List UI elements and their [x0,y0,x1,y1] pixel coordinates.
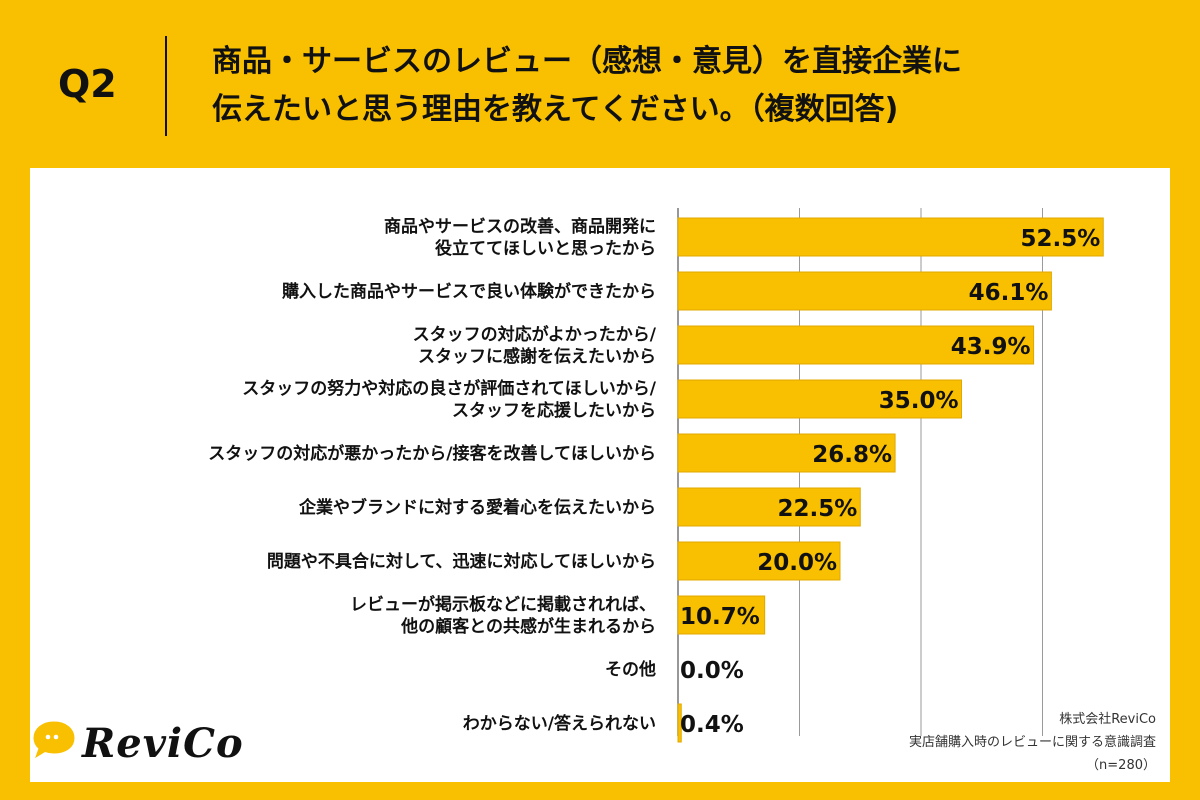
value-label-8: 10.7% [680,604,760,630]
value-label-5: 26.8% [812,442,892,468]
speech-bubble-icon [33,721,75,759]
header-divider [165,36,167,136]
value-label-7: 20.0% [757,550,837,576]
bar-7 [677,541,841,581]
category-label-10-line-1: わからない/答えられない [463,713,656,734]
bar-5 [677,433,896,473]
logo-text: ReviCo [82,720,244,767]
source-survey: 実店舗購入時のレビューに関する意識調査 [908,735,1156,750]
bar-6 [677,487,861,527]
bar-8 [677,595,766,635]
category-label-2-line-1: 購入した商品やサービスで良い体験ができたから [282,281,656,302]
source-note: 株式会社ReviCo 実店舗購入時のレビューに関する意識調査 （n=280） [909,708,1156,777]
bar-1 [677,217,1104,257]
category-label-1-line-1: 商品やサービスの改善、商品開発に [384,216,656,237]
category-label-1-line-2: 役立ててほしいと思ったから [435,238,656,259]
category-label-4-line-2: スタッフを応援したいから [452,400,656,421]
category-label-4-line-1: スタッフの努力や対応の良さが評価されてほしいから/ [242,378,656,399]
category-label-3-line-2: スタッフに感謝を伝えたいから [418,346,656,367]
chart-title: 商品・サービスのレビュー（感想・意見）を直接企業に 伝えたいと思う理由を教えてく… [212,38,962,134]
reviCo-logo: ReviCo [30,718,250,778]
title-line-1: 商品・サービスのレビュー（感想・意見）を直接企業に [212,44,962,79]
value-label-2: 46.1% [969,280,1049,306]
question-label: Q2 [58,62,117,106]
category-label-3-line-1: スタッフの対応がよかったから/ [413,324,657,345]
value-label-10: 0.4% [680,712,744,738]
value-label-4: 35.0% [879,388,959,414]
category-label-6-line-1: 企業やブランドに対する愛着心を伝えたいから [298,497,656,518]
value-label-1: 52.5% [1020,226,1100,252]
source-company: 株式会社ReviCo [1059,712,1156,727]
category-label-7-line-1: 問題や不具合に対して、迅速に対応してほしいから [267,551,656,572]
title-line-2: 伝えたいと思う理由を教えてください。（複数回答) [212,92,899,127]
value-label-3: 43.9% [951,334,1031,360]
bar-10 [677,703,682,743]
bar-2 [677,271,1052,311]
chart-panel: 52.5% 商品やサービスの改善、商品開発に 役立ててほしいと思ったから 46.1% 購… [30,168,1170,782]
category-label-8-line-1: レビューが掲示板などに掲載されれば、 [350,594,656,615]
category-label-8-line-2: 他の顧客との共感が生まれるから [400,616,656,637]
value-label-6: 22.5% [777,496,857,522]
bar-4 [677,379,962,419]
header: Q2 商品・サービスのレビュー（感想・意見）を直接企業に 伝えたいと思う理由を教… [0,0,1200,165]
value-label-9: 0.0% [680,658,744,684]
category-label-9-line-1: その他 [605,659,656,680]
source-sample: （n=280） [1086,758,1156,773]
category-label-5-line-1: スタッフの対応が悪かったから/接客を改善してほしいから [208,443,656,464]
bar-3 [677,325,1035,365]
